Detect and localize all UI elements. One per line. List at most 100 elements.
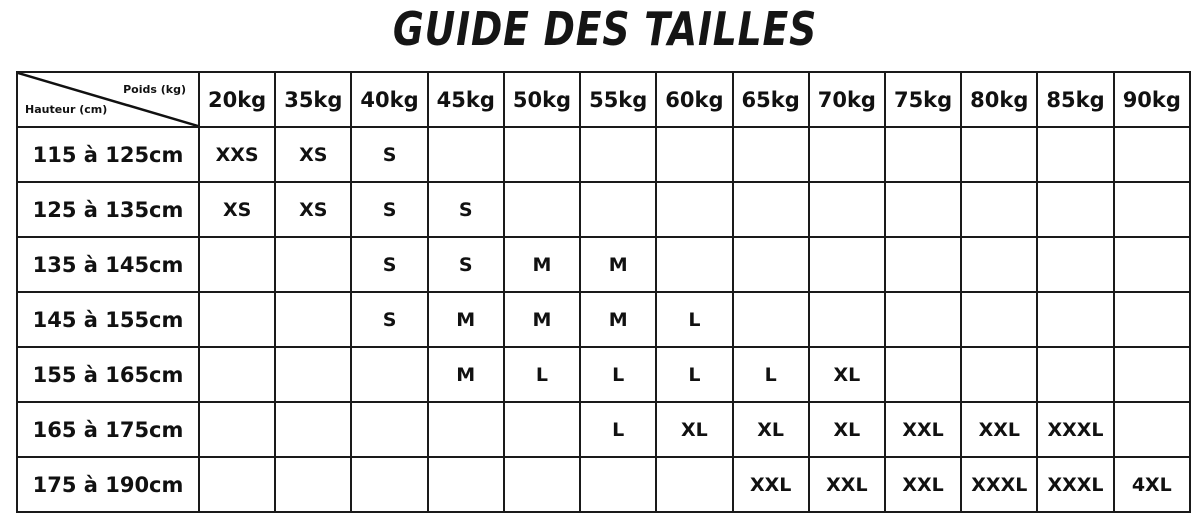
size-cell (579, 126, 658, 183)
size-guide-table: Poids (kg) Hauteur (cm) 20kg 35kg 40kg 45kg… (16, 71, 1192, 513)
size-cell (960, 181, 1039, 238)
size-cell: S (350, 291, 429, 348)
size-cell: L (731, 346, 810, 403)
size-cell (655, 126, 734, 183)
table-row: 175 à 190cm XXL XXL XXL XXXL XXXL 4XL (16, 456, 1192, 513)
column-header-weight: 45kg (426, 71, 505, 128)
size-cell (274, 401, 353, 458)
size-cell: XXXL (1036, 401, 1115, 458)
size-cell (731, 236, 810, 293)
size-cell (426, 126, 505, 183)
row-header-height: 115 à 125cm (16, 126, 200, 183)
size-cell: XXXL (960, 456, 1039, 513)
size-cell (1036, 236, 1115, 293)
size-cell (274, 346, 353, 403)
size-cell (197, 346, 277, 403)
size-cell (960, 236, 1039, 293)
size-cell (731, 126, 810, 183)
column-header-weight: 60kg (655, 71, 734, 128)
size-cell (274, 456, 353, 513)
column-header-weight: 65kg (731, 71, 810, 128)
size-cell: M (579, 291, 658, 348)
size-cell (502, 126, 582, 183)
size-cell (1112, 346, 1192, 403)
size-cell (197, 236, 277, 293)
size-cell (350, 346, 429, 403)
size-cell (1112, 236, 1192, 293)
size-cell (1036, 346, 1115, 403)
size-cell: XXXL (1036, 456, 1115, 513)
size-cell (1036, 126, 1115, 183)
size-cell: XXL (807, 456, 886, 513)
row-header-height: 135 à 145cm (16, 236, 200, 293)
row-header-height: 165 à 175cm (16, 401, 200, 458)
size-cell: XL (807, 346, 886, 403)
size-cell: M (426, 291, 505, 348)
size-cell (1036, 181, 1115, 238)
row-header-height: 125 à 135cm (16, 181, 200, 238)
column-header-weight: 90kg (1112, 71, 1192, 128)
size-cell: M (579, 236, 658, 293)
size-cell (197, 456, 277, 513)
size-cell: XS (274, 126, 353, 183)
size-cell (655, 181, 734, 238)
size-cell (1112, 401, 1192, 458)
size-cell: L (579, 401, 658, 458)
size-cell: S (426, 236, 505, 293)
height-axis-label: Hauteur (cm) (25, 103, 108, 116)
table-row: 125 à 135cm XS XS S S (16, 181, 1192, 238)
size-cell (655, 456, 734, 513)
size-cell: L (502, 346, 582, 403)
size-cell (502, 456, 582, 513)
size-cell: L (579, 346, 658, 403)
table-row: 115 à 125cm XXS XS S (16, 126, 1192, 183)
size-cell: XXL (960, 401, 1039, 458)
table-row: 145 à 155cm S M M M L (16, 291, 1192, 348)
column-header-weight: 55kg (579, 71, 658, 128)
header-row: Poids (kg) Hauteur (cm) 20kg 35kg 40kg 45kg… (16, 71, 1192, 128)
column-header-weight: 80kg (960, 71, 1039, 128)
size-cell (274, 291, 353, 348)
size-cell: XXL (731, 456, 810, 513)
size-cell: M (426, 346, 505, 403)
size-cell (807, 236, 886, 293)
size-cell (426, 456, 505, 513)
size-cell: S (350, 181, 429, 238)
size-cell (960, 346, 1039, 403)
size-cell (883, 236, 963, 293)
size-cell: M (502, 291, 582, 348)
size-cell (1112, 126, 1192, 183)
size-cell: L (655, 346, 734, 403)
size-cell: S (350, 236, 429, 293)
size-cell (1036, 291, 1115, 348)
size-cell (579, 456, 658, 513)
table-row: 155 à 165cm M L L L L XL (16, 346, 1192, 403)
size-cell: XXL (883, 401, 963, 458)
size-cell (960, 126, 1039, 183)
size-cell (350, 401, 429, 458)
row-header-height: 175 à 190cm (16, 456, 200, 513)
size-cell (655, 236, 734, 293)
size-cell (960, 291, 1039, 348)
size-cell (883, 181, 963, 238)
column-header-weight: 40kg (350, 71, 429, 128)
size-cell: XS (197, 181, 277, 238)
size-cell (274, 236, 353, 293)
size-cell (883, 346, 963, 403)
table-row: 135 à 145cm S S M M (16, 236, 1192, 293)
size-cell: XL (731, 401, 810, 458)
size-cell: XXS (197, 126, 277, 183)
size-cell (1112, 181, 1192, 238)
size-cell (731, 181, 810, 238)
size-cell (883, 126, 963, 183)
size-cell: XL (807, 401, 886, 458)
size-cell (579, 181, 658, 238)
column-header-weight: 85kg (1036, 71, 1115, 128)
size-cell: XS (274, 181, 353, 238)
size-cell (807, 126, 886, 183)
column-header-weight: 70kg (807, 71, 886, 128)
size-cell: XXL (883, 456, 963, 513)
table-row: 165 à 175cm L XL XL XL XXL XXL XXXL (16, 401, 1192, 458)
size-cell (731, 291, 810, 348)
size-cell (426, 401, 505, 458)
